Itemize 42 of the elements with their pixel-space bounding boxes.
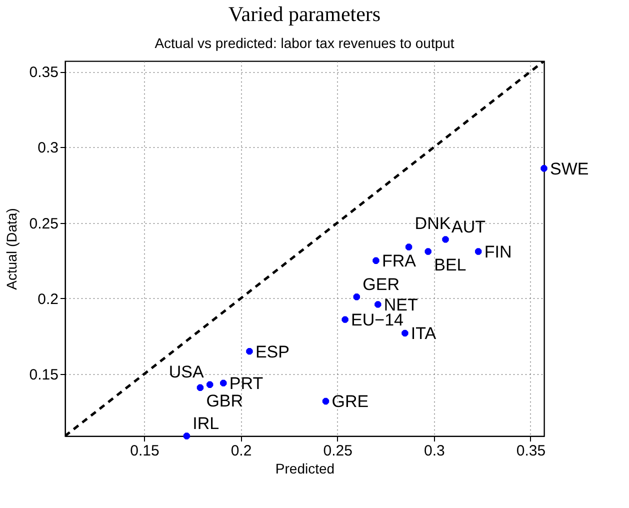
point [539,164,549,173]
y-tick-label: 0.15 [29,366,58,384]
data-label: AUT [451,217,486,236]
data-label: ESP [255,342,290,362]
point [321,396,330,406]
data-label: DNK [414,214,452,233]
y-tick-label: 0.35 [29,64,58,82]
data-label: IRL [192,414,220,433]
data-label: BEL [434,256,466,275]
x-tick-label: 0.3 [424,442,445,460]
x-axis-title: Predicted [275,460,335,476]
data-label: SWE [550,159,589,178]
data-label: USA [168,362,205,382]
chart-subtitle: Actual vs predicted: labor tax revenues to output [154,35,454,51]
data-label: FIN [484,242,512,262]
point [373,300,382,310]
x-tick-label: 0.25 [323,442,352,460]
point [340,314,350,324]
point [218,378,228,388]
x-tick-label: 0.2 [230,442,252,460]
y-tick-label: 0.2 [38,290,58,308]
data-label: GER [362,274,400,294]
point [182,431,192,441]
y-tick-label: 0.3 [38,140,58,157]
data-label: GBR [206,392,244,411]
x-tick-label: 0.35 [516,442,546,460]
data-label: GRE [332,392,369,412]
point [424,246,433,256]
point [244,346,254,356]
point [400,328,410,338]
point [371,256,381,266]
point [205,380,214,390]
data-label: FRA [382,252,417,271]
point [404,242,414,252]
data-label: ITA [410,324,437,344]
y-axis-title: Actual (Data) [3,208,20,290]
data-label: PRT [229,374,264,394]
point [474,246,483,256]
x-tick-label: 0.15 [130,442,160,460]
y-tick-label: 0.25 [29,215,58,232]
chart-title: Varied parameters [228,2,381,26]
point [440,234,450,244]
